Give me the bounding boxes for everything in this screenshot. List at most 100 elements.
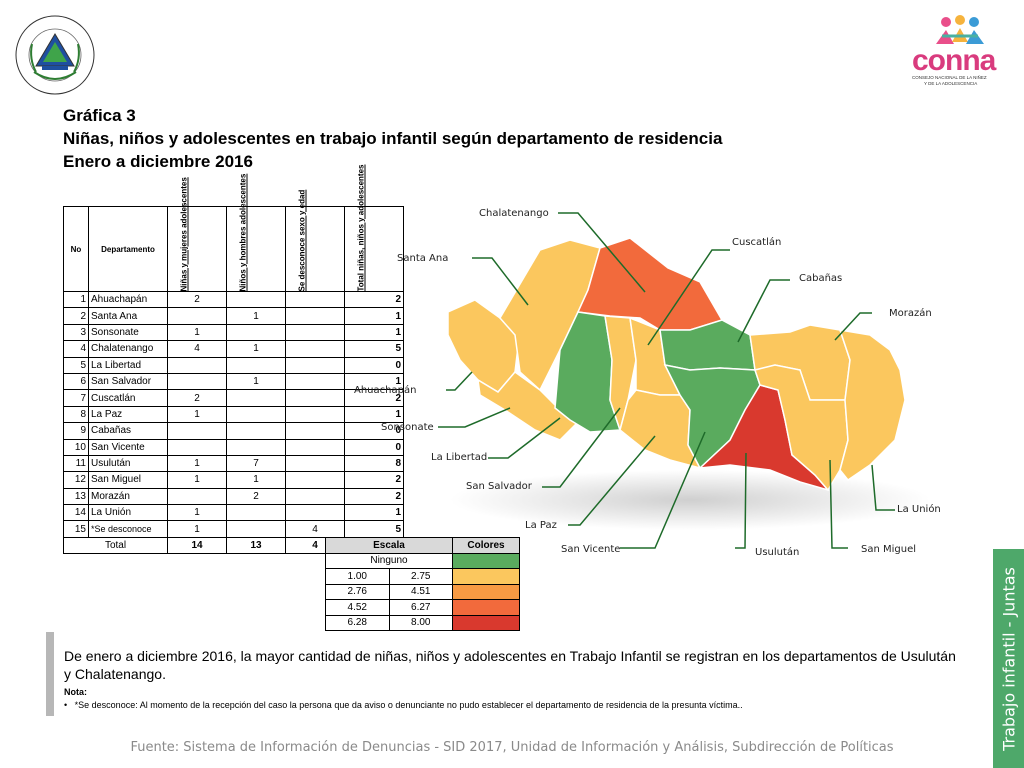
scale-swatch	[452, 568, 520, 585]
row-ninos: 1	[226, 372, 286, 391]
label-cuscatlan: Cuscatlán	[732, 237, 782, 248]
scale-to: 4.51	[388, 583, 453, 600]
scale-swatch	[452, 583, 520, 600]
row-number: 5	[63, 356, 89, 374]
row-departamento: San Miguel	[88, 471, 168, 489]
scale-row: 1.00 2.75	[325, 568, 520, 585]
label-cabanas: Cabañas	[799, 273, 843, 284]
department-la-union	[838, 329, 906, 482]
row-ninas	[167, 438, 227, 456]
row-ninas	[167, 487, 227, 506]
row-ninas	[167, 422, 227, 440]
row-departamento: La Libertad	[88, 356, 168, 374]
row-departamento: Morazán	[88, 487, 168, 506]
source-footer: Fuente: Sistema de Información de Denunc…	[130, 740, 894, 755]
row-ninas: 1	[167, 520, 227, 538]
row-desconoce	[285, 504, 345, 522]
scale-swatch	[452, 599, 520, 616]
row-number: 7	[63, 389, 89, 407]
row-number: 11	[63, 454, 89, 473]
leader-ahuachapan	[446, 371, 473, 391]
row-ninas: 1	[167, 323, 227, 342]
label-usulutan: Usulután	[755, 547, 800, 558]
row-ninos	[226, 356, 286, 374]
label-santa-ana: Santa Ana	[397, 253, 449, 264]
row-ninas: 2	[167, 290, 227, 309]
el-salvador-seal	[14, 14, 96, 96]
scale-to: 2.75	[388, 568, 453, 585]
row-ninos	[226, 389, 286, 407]
row-departamento: San Vicente	[88, 438, 168, 456]
row-ninos	[226, 405, 286, 424]
row-desconoce	[285, 290, 345, 309]
period-subtitle: Enero a diciembre 2016	[63, 152, 253, 171]
leader-chalatenango	[558, 212, 646, 293]
leader-la-union	[871, 464, 895, 511]
row-desconoce: 4	[285, 520, 345, 538]
label-la-libertad: La Libertad	[431, 452, 488, 463]
scale-from: 1.00	[325, 568, 390, 585]
row-desconoce	[285, 307, 345, 325]
page-title: Niñas, niños y adolescentes en trabajo i…	[63, 129, 723, 148]
conna-logo-subtitle-1: CONSEJO NACIONAL DE LA NIÑEZ	[912, 75, 987, 80]
row-desconoce	[285, 356, 345, 374]
leader-san-salvador	[542, 407, 621, 488]
table-row: 12 San Miguel 1 1 2	[63, 471, 404, 489]
row-ninos: 1	[226, 340, 286, 358]
row-number: 9	[63, 422, 89, 440]
leader-sonsonate	[438, 407, 511, 428]
col-header-ninas: Niñas y mujeres adolescentes	[167, 177, 227, 292]
row-desconoce	[285, 389, 345, 407]
table-row: 9 Cabañas 0	[63, 422, 404, 440]
chart-number: Gráfica 3	[63, 106, 136, 125]
row-number: 8	[63, 405, 89, 424]
conna-logo-text: conna	[912, 44, 996, 77]
label-san-miguel: San Miguel	[861, 544, 917, 555]
label-la-paz: La Paz	[525, 520, 557, 531]
row-desconoce	[285, 340, 345, 358]
scale-header-escala: Escala	[325, 537, 453, 554]
col-header-departamento: Departamento	[88, 206, 168, 292]
description-text: De enero a diciembre 2016, la mayor cant…	[64, 648, 956, 682]
row-ninos	[226, 290, 286, 309]
leader-san-miguel	[829, 459, 848, 549]
scale-to: 6.27	[388, 599, 453, 616]
row-ninos	[226, 520, 286, 538]
col-header-total: Total niñas, niños y adolescentes	[344, 164, 404, 292]
row-ninos	[226, 323, 286, 342]
col-header-ninos: Niños y hombres adolescentes	[226, 173, 286, 292]
scale-row: 4.52 6.27	[325, 599, 520, 616]
leader-la-libertad	[488, 417, 561, 459]
label-morazan: Morazán	[889, 308, 932, 319]
conna-logo-subtitle-2: Y DE LA ADOLESCENCIA	[924, 81, 978, 86]
table-row: 6 San Salvador 1 1	[63, 372, 404, 391]
table-row: 3 Sonsonate 1 1	[63, 323, 404, 342]
scale-from: 4.52	[325, 599, 390, 616]
data-table: No Departamento Niñas y mujeres adolesce…	[63, 164, 404, 555]
row-departamento: Cabañas	[88, 422, 168, 440]
scale-from: 2.76	[325, 583, 390, 600]
row-desconoce	[285, 438, 345, 456]
row-number: 1	[63, 290, 89, 309]
row-ninas	[167, 307, 227, 325]
total-ninas: 14	[167, 536, 227, 555]
row-desconoce	[285, 471, 345, 489]
department-san-miguel	[754, 364, 849, 492]
scale-row: 6.28 8.00	[325, 614, 520, 631]
row-ninas: 1	[167, 405, 227, 424]
table-row: 8 La Paz 1 1	[63, 405, 404, 424]
row-ninas: 1	[167, 471, 227, 489]
row-desconoce	[285, 454, 345, 473]
leader-san-vicente	[620, 431, 706, 549]
table-row: 13 Morazán 2 2	[63, 487, 404, 506]
row-ninos	[226, 504, 286, 522]
col-header-no: No	[63, 206, 89, 292]
row-number: 6	[63, 372, 89, 391]
row-ninos: 7	[226, 454, 286, 473]
row-departamento: Sonsonate	[88, 323, 168, 342]
total-label: Total	[63, 536, 168, 555]
row-departamento: Santa Ana	[88, 307, 168, 325]
label-san-vicente: San Vicente	[561, 544, 621, 555]
total-ninos: 13	[226, 536, 286, 555]
table-header-row: No Departamento Niñas y mujeres adolesce…	[63, 164, 404, 292]
